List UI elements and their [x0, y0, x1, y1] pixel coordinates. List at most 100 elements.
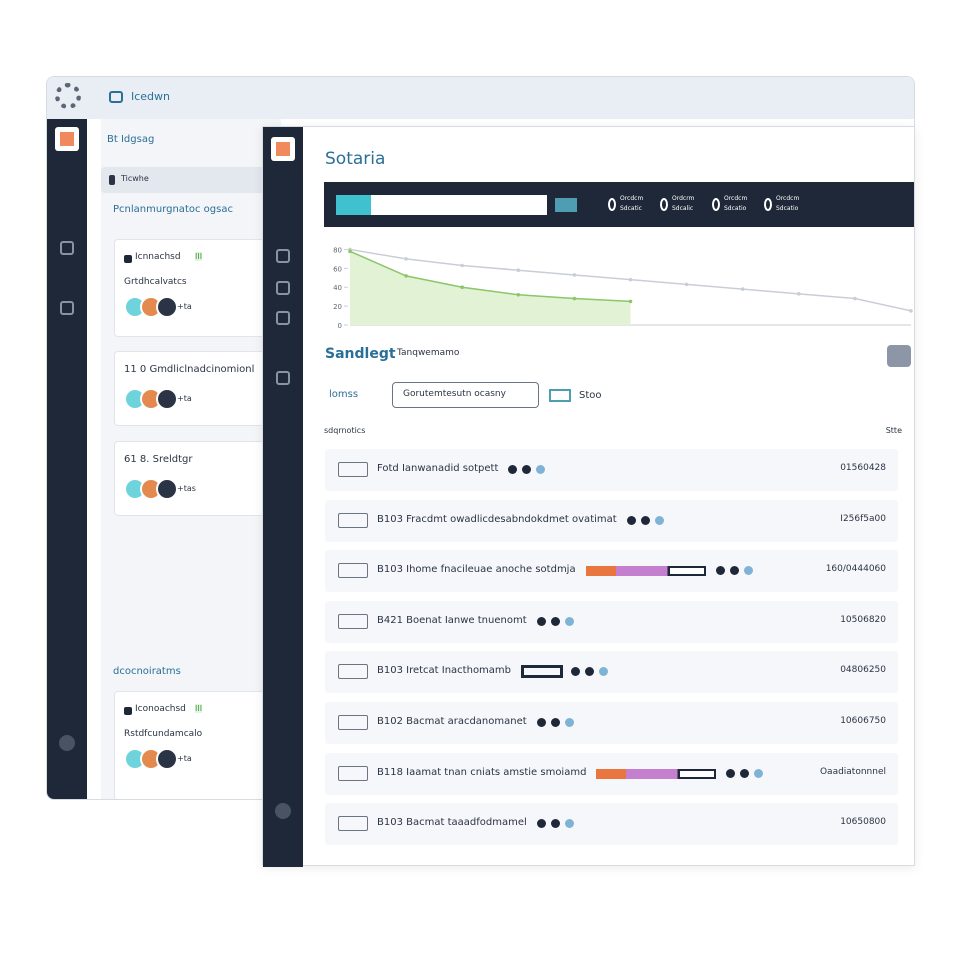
status-dot: [508, 465, 518, 474]
rail-icon: [60, 241, 74, 255]
section-title: dcocnoiratms: [113, 666, 181, 677]
chart: 0 20 40 60 80: [333, 246, 913, 330]
row-status: Oaadiatonnnel: [819, 766, 886, 777]
checkbox[interactable]: [338, 462, 368, 477]
card[interactable]: 61 8. Sreldtgr +tas: [114, 441, 274, 516]
avatar: [156, 748, 178, 770]
status-dot: [599, 667, 609, 677]
row-text: B421 Boenat Ianwe tnuenomt: [377, 614, 527, 626]
rail-logo-mark: [276, 142, 290, 156]
stat-sub: Sdcatio: [724, 205, 747, 212]
row-status: 01560428: [840, 463, 886, 473]
avatar-more: +ta: [177, 302, 192, 311]
row-status: 04806250: [840, 665, 886, 676]
status-dot: [550, 718, 560, 727]
sort[interactable]: Stoo: [579, 390, 602, 401]
status-dot: [536, 465, 546, 474]
status-dot: [743, 566, 753, 576]
status-dot: [726, 768, 736, 778]
checkbox[interactable]: [338, 613, 368, 629]
point: [516, 268, 521, 273]
list-row[interactable]: B118 Iaamat tnan cniats amstie smoiamd Oa…: [325, 752, 898, 795]
area: [350, 251, 631, 325]
logo: [55, 83, 81, 109]
selected-label: Ticwhe: [121, 174, 149, 183]
stat-sub: Sdcatic: [620, 205, 642, 212]
list-subtitle: Tanqwemamo: [397, 348, 460, 358]
card-title: Icnnachsd: [135, 252, 181, 262]
checkbox[interactable]: [338, 563, 368, 579]
settings-button[interactable]: [887, 345, 911, 367]
row-text: B103 Fracdmt owadlicdesabndokdmet ovatim…: [377, 513, 617, 525]
y-tick-label: 80: [333, 246, 342, 254]
section-title: Pcnlanmurgnatoc ogsac: [113, 204, 233, 215]
list-row[interactable]: B421 Boenat Ianwe tnuenomt 10506820: [325, 600, 898, 643]
status-dot: [550, 616, 560, 626]
row-status: 10650800: [840, 817, 886, 828]
card-title: 61 8. Sreldtgr: [124, 454, 193, 465]
status-dot: [654, 515, 664, 525]
progress-bar: [596, 768, 717, 779]
point: [404, 274, 408, 278]
card[interactable]: Icnnachsd III Grtdhcalvatcs +ta: [114, 239, 274, 337]
window-title: Icedwn: [131, 90, 171, 103]
filter[interactable]: lomss: [329, 389, 359, 400]
point: [628, 299, 633, 304]
stat-label: Orcdcm: [620, 195, 644, 202]
checkbox[interactable]: [338, 715, 368, 730]
rail-logo: [55, 127, 79, 151]
status-dot: [564, 819, 574, 829]
status-dot: [715, 566, 725, 576]
row-status: 10506820: [840, 614, 886, 625]
list-row[interactable]: B103 Fracdmt owadlicdesabndokdmet ovatim…: [325, 499, 898, 542]
checkbox[interactable]: [338, 512, 368, 528]
stat-sub: Sdcalic: [672, 205, 694, 212]
rail-logo-mark: [60, 132, 74, 146]
progress-fill: [669, 568, 704, 575]
status-dot: [550, 819, 560, 829]
card-subtitle: Rstdfcundamcalo: [124, 729, 203, 739]
line: [349, 250, 631, 303]
status-dot: [536, 616, 546, 626]
sort-icon: [549, 389, 571, 402]
card[interactable]: 11 0 Gmdliclnadcinomionl +ta: [114, 351, 274, 426]
card-badge: III: [195, 252, 203, 261]
stat-icon: [608, 198, 616, 211]
avatar: [156, 296, 178, 318]
list-row[interactable]: B103 Ihome fnacileuae anoche sotdmja 160/…: [325, 550, 898, 593]
y-tick-label: 0: [338, 322, 342, 330]
stat-label: Ordcrm: [672, 195, 695, 202]
panel-title: Bt Idgsag: [107, 134, 155, 145]
card-dot: [124, 255, 132, 263]
avatar-more: +ta: [177, 394, 192, 403]
point: [797, 292, 801, 296]
checkbox[interactable]: [338, 816, 368, 832]
rail-logo: [271, 137, 295, 161]
stat-label: Orcdcm: [724, 195, 748, 202]
card-subtitle: Grtdhcalvatcs: [124, 277, 187, 287]
status-dot: [536, 819, 546, 829]
rail-icon: [60, 301, 74, 315]
point: [516, 292, 521, 297]
checkbox[interactable]: [338, 765, 368, 781]
y-tick-label: 20: [333, 303, 342, 311]
input[interactable]: [371, 195, 547, 215]
search-box[interactable]: Gorutemtesutn ocasny: [392, 382, 539, 408]
front-window: Sotaria Orcdcm Sdcatic Ordcrm Sdcalic Orcdcm…: [262, 126, 915, 867]
list-row[interactable]: B103 Bacmat taaadfodmamel 10650800: [325, 803, 898, 846]
list-row[interactable]: Fotd Ianwanadid sotpett 01560428: [325, 449, 898, 491]
row-status: I256f5a00: [840, 513, 886, 524]
item-icon: [109, 175, 115, 185]
y-tick-label: 60: [333, 265, 342, 273]
row-status: 160/0444060: [825, 564, 886, 575]
side-rail: [47, 119, 87, 799]
row-status: 10606750: [840, 716, 886, 726]
card-title: 11 0 Gmdliclnadcinomionl: [124, 364, 255, 375]
list-row[interactable]: B102 Bacmat aracdanomanet 10606750: [325, 702, 898, 744]
input-button[interactable]: [555, 198, 577, 212]
column-header: sdqrnotics: [324, 426, 366, 435]
checkbox[interactable]: [338, 664, 368, 680]
list-row[interactable]: B103 Iretcat Inacthomamb 04806250: [325, 651, 898, 694]
selected-item[interactable]: Ticwhe: [101, 167, 271, 193]
card[interactable]: Iconoachsd III Rstdfcundamcalo +ta: [114, 691, 274, 799]
